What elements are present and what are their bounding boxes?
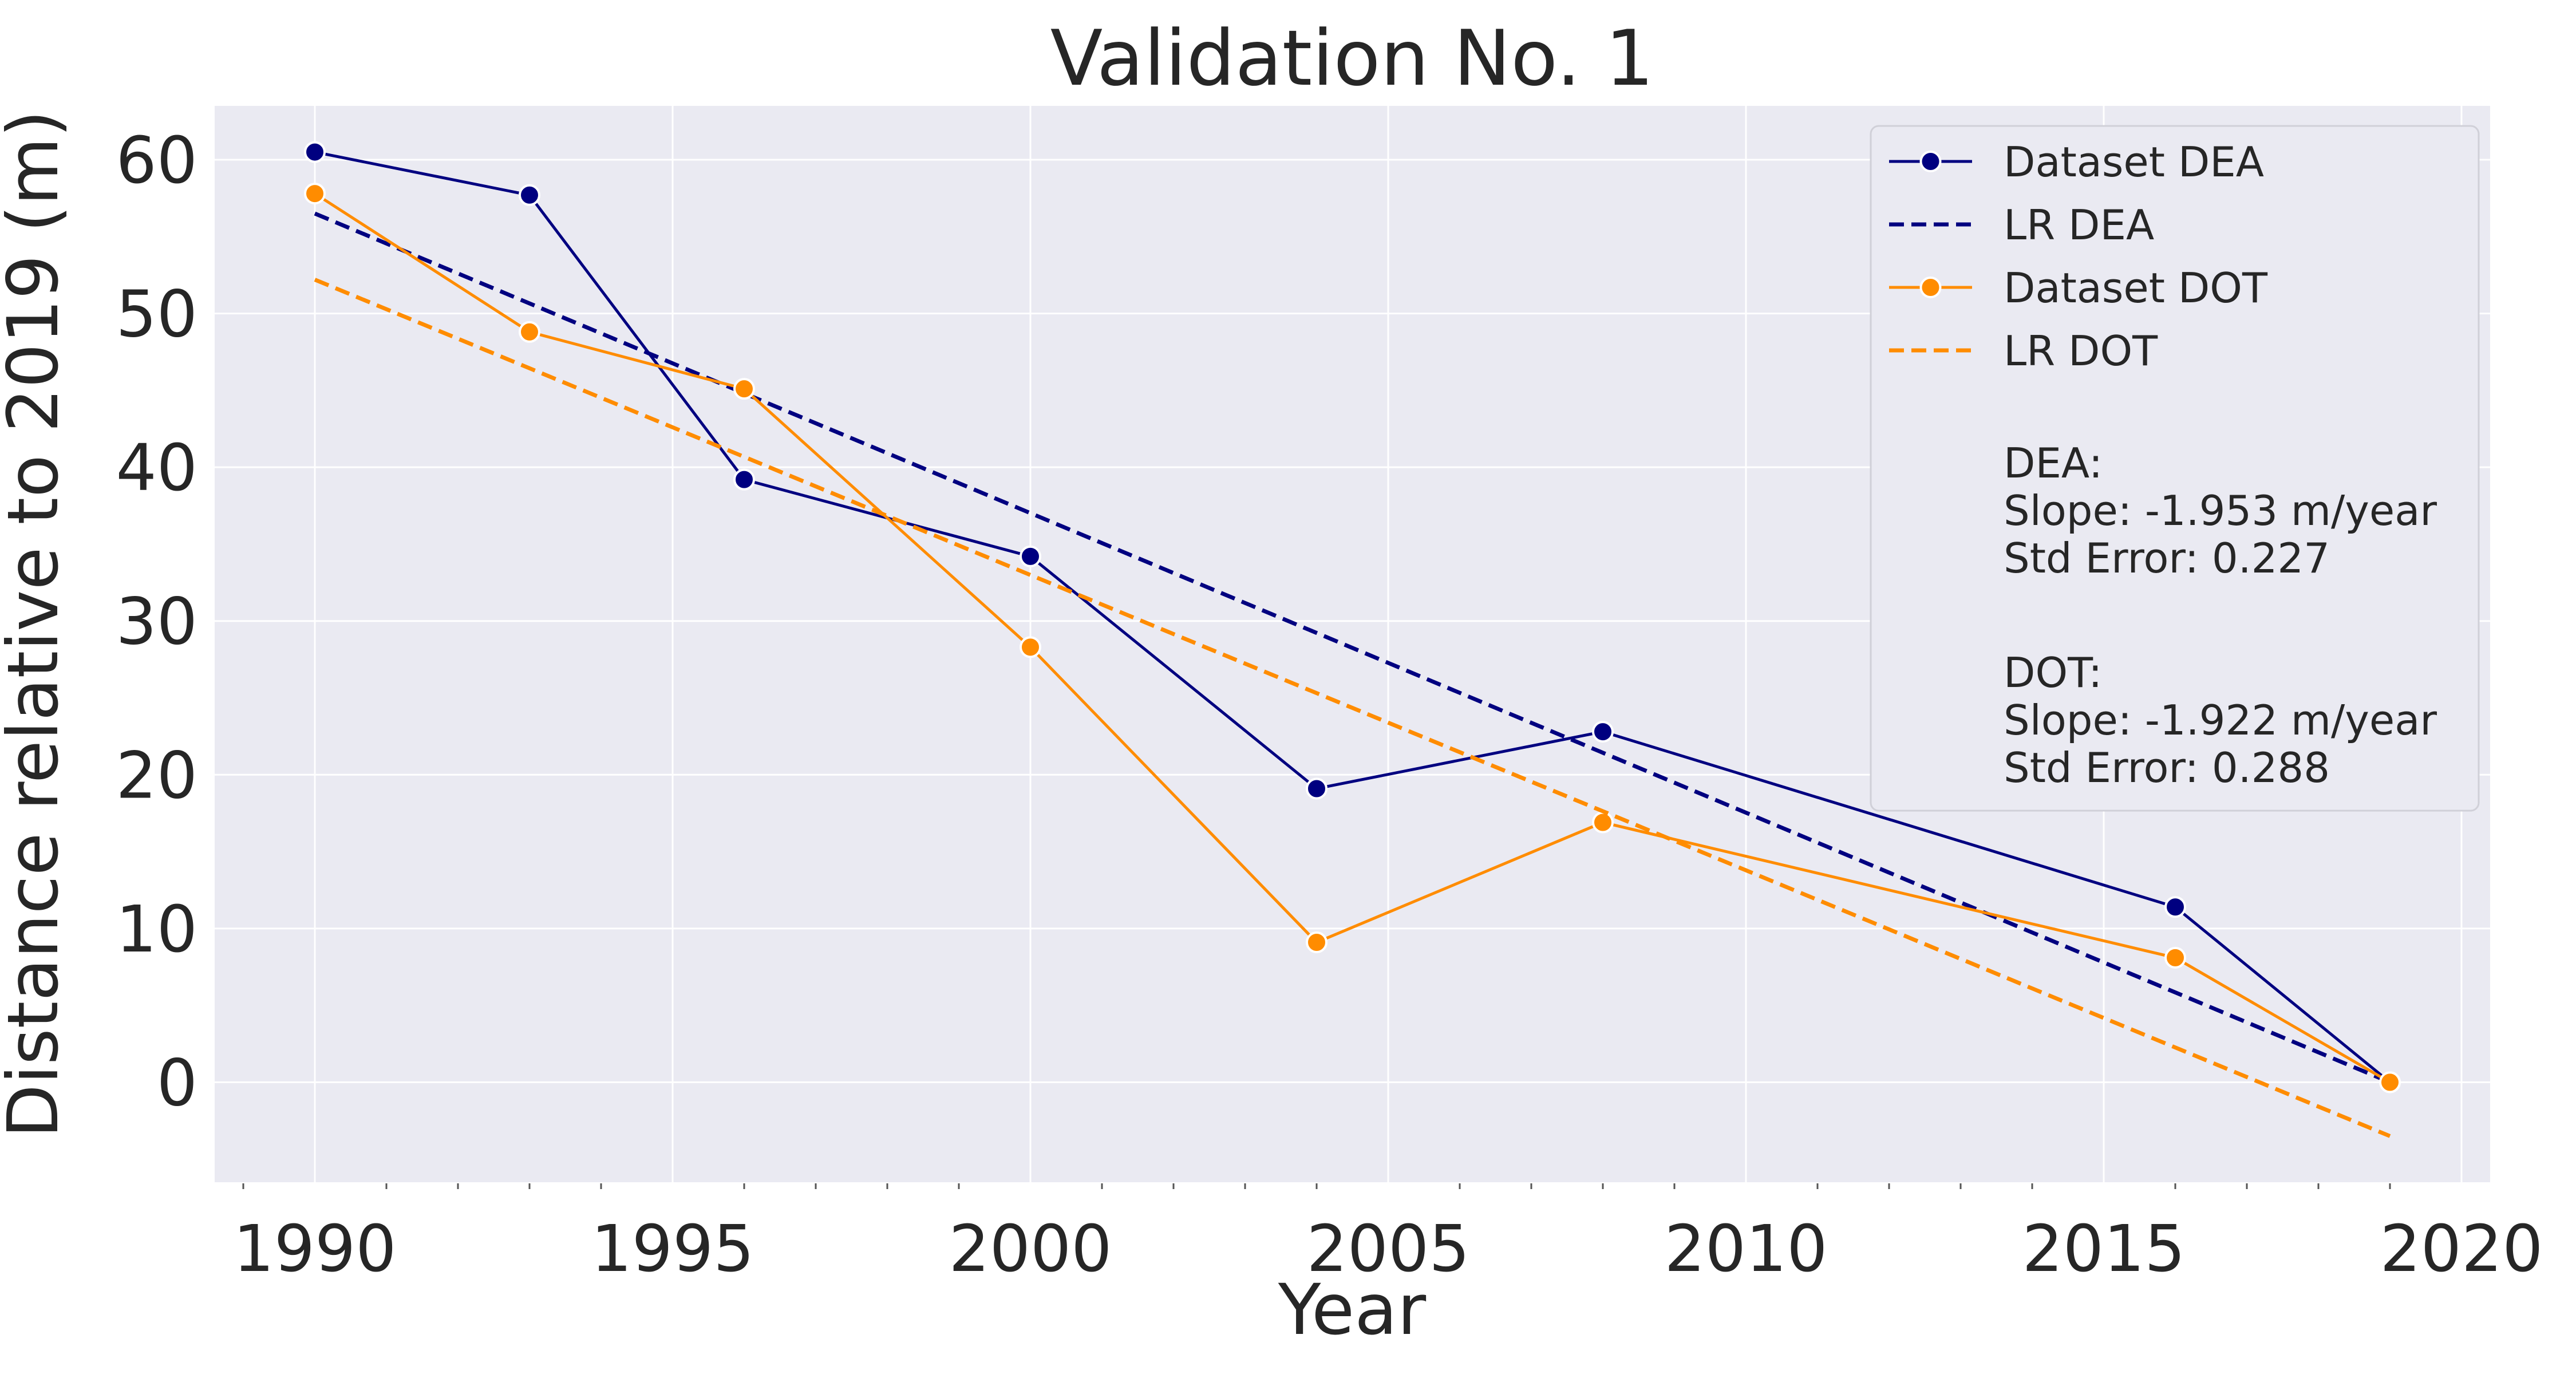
regression-line xyxy=(314,278,2391,1138)
data-point xyxy=(519,184,540,206)
data-point xyxy=(2164,946,2186,969)
data-point xyxy=(1592,721,1614,743)
legend-label: LR DEA xyxy=(2004,201,2154,249)
series-lr-dot xyxy=(314,278,2391,1138)
series-line xyxy=(314,192,2391,1084)
legend-marker xyxy=(1919,151,1942,172)
y-tick-label: 60 xyxy=(116,124,197,198)
x-axis-label: Year xyxy=(1278,1269,1427,1351)
legend-item: Dataset DEA xyxy=(1889,138,2264,186)
series-dataset-dea xyxy=(304,141,2401,1093)
y-tick-label: 20 xyxy=(116,739,197,813)
stats-line: Std Error: 0.227 xyxy=(2004,534,2330,582)
y-axis-label: Distance relative to 2019 (m) xyxy=(0,110,74,1138)
stats-line: Std Error: 0.288 xyxy=(2004,744,2330,792)
data-point xyxy=(1592,811,1614,834)
data-point xyxy=(304,183,326,205)
data-point xyxy=(304,141,326,163)
legend-box xyxy=(1870,125,2480,812)
x-tick-label: 2000 xyxy=(949,1212,1112,1286)
x-tick-label: 2015 xyxy=(2022,1212,2185,1286)
x-axis-ticks: 1990 1995 2000 2005 2010 2015 2020 xyxy=(233,1183,2543,1286)
legend-item: Dataset DOT xyxy=(1889,264,2268,312)
data-point xyxy=(1020,545,1041,567)
legend-label: Dataset DOT xyxy=(2004,264,2268,312)
series-lr-dea xyxy=(314,211,2391,1084)
series-dataset-dot xyxy=(304,183,2401,1093)
data-point xyxy=(733,468,755,491)
legend-item: LR DOT xyxy=(1889,327,2158,375)
legend-label: LR DOT xyxy=(2004,327,2158,375)
stats-line: Slope: -1.953 m/year xyxy=(2004,487,2437,535)
y-tick-label: 40 xyxy=(116,431,197,506)
data-point xyxy=(2379,1071,2401,1093)
stats-line: DOT: xyxy=(2004,649,2102,697)
legend-item: LR DEA xyxy=(1889,201,2154,249)
legend-marker xyxy=(1919,277,1942,298)
x-tick-label: 2010 xyxy=(1664,1212,1827,1286)
y-tick-label: 50 xyxy=(116,278,197,352)
data-point xyxy=(1306,931,1327,954)
regression-line xyxy=(314,211,2391,1084)
chart-title: Validation No. 1 xyxy=(1050,14,1654,103)
x-tick-label: 2005 xyxy=(1306,1212,1469,1286)
data-point xyxy=(519,321,540,343)
data-point xyxy=(1020,636,1041,658)
y-tick-label: 30 xyxy=(116,585,197,660)
y-tick-label: 10 xyxy=(116,893,197,967)
x-tick-label: 2020 xyxy=(2380,1212,2543,1286)
y-axis-ticks: 0 10 20 30 40 50 60 xyxy=(116,124,197,1120)
x-tick-label: 1990 xyxy=(233,1212,396,1286)
legend-label: Dataset DEA xyxy=(2004,138,2264,186)
series-line xyxy=(314,151,2391,1084)
stats-line: DEA: xyxy=(2004,439,2103,487)
data-point xyxy=(2164,896,2186,918)
stats-line: Slope: -1.922 m/year xyxy=(2004,696,2437,744)
series-layer xyxy=(304,141,2401,1138)
x-tick-label: 1995 xyxy=(591,1212,754,1286)
y-tick-label: 0 xyxy=(157,1046,197,1120)
data-point xyxy=(1306,777,1327,800)
data-point xyxy=(733,378,755,400)
